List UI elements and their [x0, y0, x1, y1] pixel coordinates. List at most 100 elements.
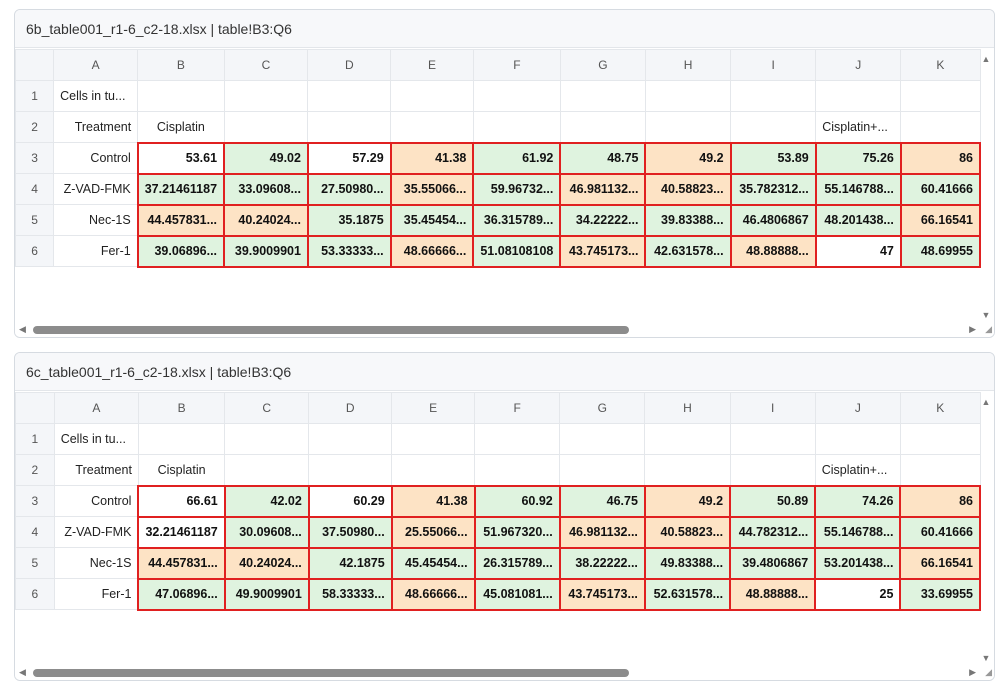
cell[interactable]: 60.41666	[899, 515, 981, 549]
cell[interactable]: 53.61	[136, 141, 226, 175]
cell[interactable]: 58.33333...	[307, 577, 393, 611]
cell[interactable]: Cisplatin+...	[815, 111, 902, 143]
cell[interactable]: 30.09608...	[223, 515, 310, 549]
row-header[interactable]: 6	[15, 578, 55, 610]
cell[interactable]: 86	[899, 484, 981, 518]
cell[interactable]: 39.06896...	[136, 234, 226, 268]
row-header[interactable]: 1	[15, 423, 55, 455]
column-header-g[interactable]: G	[559, 392, 646, 424]
cell[interactable]	[644, 111, 732, 143]
cell[interactable]: 55.146788...	[814, 515, 902, 549]
cell[interactable]: 35.782312...	[729, 172, 817, 206]
cell[interactable]: 40.58823...	[643, 515, 732, 549]
cell[interactable]: 42.1875	[307, 546, 393, 580]
scroll-down-arrow-icon[interactable]: ▼	[981, 653, 991, 663]
column-header-f[interactable]: F	[472, 49, 561, 81]
cell[interactable]	[559, 80, 646, 112]
cell[interactable]	[223, 111, 309, 143]
column-header-e[interactable]: E	[390, 49, 474, 81]
cell-label[interactable]: Nec-1S	[53, 204, 139, 236]
cell[interactable]	[137, 80, 225, 112]
cell[interactable]: 40.24024...	[223, 546, 310, 580]
cell[interactable]: 25	[814, 577, 902, 611]
cell[interactable]: 48.66666...	[390, 577, 476, 611]
cell[interactable]	[391, 423, 476, 455]
sheet-viewport[interactable]: A B C D E F G H I J K 1 Cells in tu...	[15, 49, 981, 321]
row-header[interactable]: 4	[15, 173, 55, 205]
cell[interactable]: 44.457831...	[136, 203, 226, 237]
cell[interactable]	[729, 454, 816, 486]
scrollbar-thumb[interactable]	[33, 326, 629, 334]
scroll-up-arrow-icon[interactable]: ▲	[981, 397, 991, 407]
cell[interactable]: Cisplatin	[137, 454, 226, 486]
cell[interactable]	[474, 454, 561, 486]
cell[interactable]: 60.41666	[899, 172, 981, 206]
row-header[interactable]: 2	[15, 111, 55, 143]
column-header-j[interactable]: J	[815, 49, 902, 81]
cell[interactable]: 74.26	[814, 484, 902, 518]
column-header-h[interactable]: H	[644, 392, 731, 424]
cell[interactable]: 66.16541	[899, 546, 981, 580]
cell-label[interactable]: Treatment	[53, 111, 139, 143]
cell[interactable]	[899, 454, 981, 486]
cell[interactable]	[815, 80, 902, 112]
column-header-d[interactable]: D	[307, 49, 392, 81]
cell[interactable]: 45.45454...	[390, 546, 476, 580]
cell[interactable]: 50.89	[729, 484, 817, 518]
cell[interactable]: 43.745173...	[558, 577, 646, 611]
cell[interactable]: 33.69955	[899, 577, 981, 611]
cell[interactable]: 48.69955	[899, 234, 981, 268]
cell[interactable]: 46.981132...	[559, 172, 647, 206]
cell[interactable]: 52.631578...	[643, 577, 732, 611]
cell[interactable]: 33.09608...	[223, 172, 309, 206]
cell[interactable]	[559, 423, 646, 455]
resize-grip-icon[interactable]: ◢	[985, 667, 992, 677]
column-header-b[interactable]: B	[137, 392, 226, 424]
column-header-c[interactable]: C	[224, 392, 310, 424]
cell[interactable]	[308, 423, 393, 455]
cell[interactable]	[391, 454, 476, 486]
cell[interactable]	[900, 111, 981, 143]
cell[interactable]: 44.457831...	[137, 546, 226, 580]
cell[interactable]: 43.745173...	[559, 234, 647, 268]
column-header-j[interactable]: J	[814, 392, 901, 424]
cell[interactable]: 38.22222...	[558, 546, 646, 580]
row-header[interactable]: 5	[15, 547, 55, 579]
cell[interactable]: 49.02	[223, 141, 309, 175]
cell[interactable]	[900, 80, 981, 112]
row-header[interactable]: 5	[15, 204, 55, 236]
cell[interactable]: 40.58823...	[644, 172, 732, 206]
column-header-h[interactable]: H	[644, 49, 732, 81]
cell[interactable]: 37.21461187	[136, 172, 226, 206]
scroll-right-arrow-icon[interactable]: ▶	[969, 324, 976, 334]
cell-label[interactable]: Cells in tu...	[53, 80, 139, 112]
column-header-b[interactable]: B	[137, 49, 225, 81]
row-header[interactable]: 4	[15, 516, 55, 548]
cell[interactable]: 66.61	[137, 484, 226, 518]
column-header-k[interactable]: K	[900, 49, 981, 81]
cell[interactable]: 48.201438...	[814, 203, 902, 237]
cell[interactable]: 57.29	[306, 141, 392, 175]
column-header-a[interactable]: A	[53, 392, 139, 424]
cell[interactable]: 45.081081...	[473, 577, 561, 611]
cell[interactable]: 47	[814, 234, 902, 268]
cell[interactable]: 49.83388...	[643, 546, 732, 580]
column-header-f[interactable]: F	[474, 392, 561, 424]
column-header-i[interactable]: I	[730, 49, 817, 81]
cell[interactable]: 36.315789...	[472, 203, 562, 237]
cell[interactable]: 49.9009901	[223, 577, 310, 611]
row-header[interactable]: 3	[15, 485, 55, 517]
cell[interactable]	[644, 80, 732, 112]
column-header-i[interactable]: I	[729, 392, 816, 424]
horizontal-scrollbar[interactable]: ◀ ▶	[15, 321, 994, 337]
scrollbar-thumb[interactable]	[33, 669, 629, 677]
column-header-k[interactable]: K	[899, 392, 981, 424]
cell[interactable]: 48.75	[559, 141, 647, 175]
cell[interactable]: 35.55066...	[389, 172, 475, 206]
cell[interactable]: 60.92	[473, 484, 561, 518]
cell[interactable]: 26.315789...	[473, 546, 561, 580]
cell[interactable]: 42.631578...	[644, 234, 732, 268]
cell[interactable]: 42.02	[223, 484, 310, 518]
scroll-up-arrow-icon[interactable]: ▲	[981, 54, 991, 64]
cell[interactable]	[307, 111, 392, 143]
